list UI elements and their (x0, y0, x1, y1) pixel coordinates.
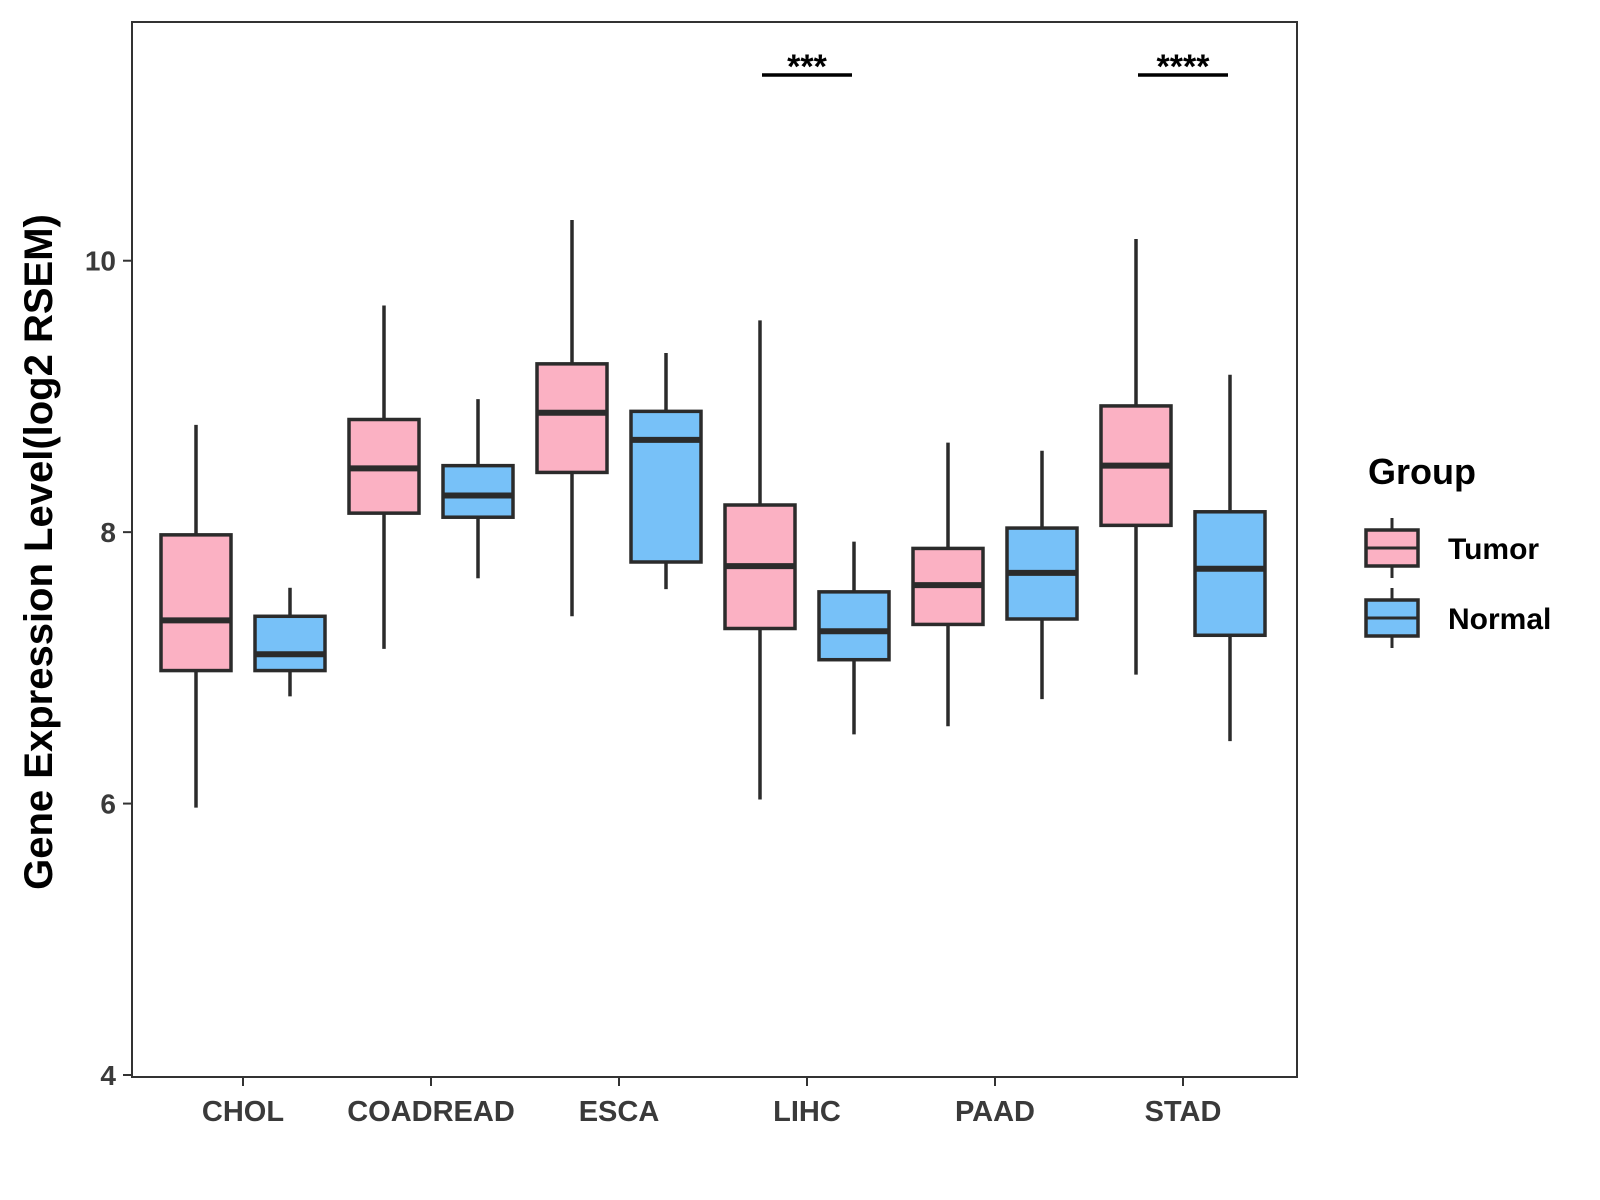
box-body (253, 614, 327, 673)
legend-item-normal: Normal (1364, 588, 1551, 648)
box-body (629, 409, 703, 564)
x-tick-label: COADREAD (347, 1096, 515, 1128)
box-normal-stad (1193, 374, 1267, 742)
box-normal-paad (1005, 450, 1079, 700)
y-axis-label: Gene Expression Level(log2 RSEM) (17, 214, 61, 890)
box-tumor-lihc (723, 320, 797, 800)
box-body (817, 590, 891, 662)
legend: Group Tumor Normal (1364, 451, 1551, 648)
legend-title: Group (1368, 451, 1476, 492)
plot-area: *** **** (159, 48, 1267, 808)
box-body (1193, 510, 1267, 638)
box-tumor-stad (1099, 239, 1173, 675)
y-tick-label: 4 (100, 1060, 116, 1091)
box-normal-coadread (441, 399, 515, 579)
x-tick-label: CHOL (202, 1096, 284, 1128)
box-tumor-paad (911, 442, 985, 727)
legend-label: Tumor (1448, 533, 1539, 566)
x-tick-label: ESCA (579, 1096, 660, 1128)
box-normal-chol (253, 587, 327, 697)
box-tumor-esca (535, 220, 609, 617)
plot-border (131, 21, 1298, 1078)
y-tick-label: 6 (100, 789, 116, 820)
box-body (441, 463, 515, 519)
legend-label: Normal (1448, 603, 1551, 636)
box-tumor-coadread (347, 305, 421, 649)
y-tick-label: 8 (100, 517, 116, 548)
box-body (159, 533, 233, 673)
x-tick-label: LIHC (773, 1096, 841, 1128)
significance-label: **** (1157, 48, 1211, 86)
significance-stad: **** (1138, 48, 1228, 86)
x-tick-label: STAD (1145, 1096, 1222, 1128)
axes: 4 6 8 10 CHOL COADREAD ESCA LIHC PAAD STAD (85, 21, 1298, 1128)
significance-lihc: *** (762, 48, 852, 86)
box-normal-esca (629, 353, 703, 590)
box-body (535, 362, 609, 475)
box-normal-lihc (817, 541, 891, 735)
box-tumor-chol (159, 424, 233, 808)
x-tick-label: PAAD (955, 1096, 1035, 1128)
legend-item-tumor: Tumor (1364, 518, 1539, 578)
y-tick-label: 10 (85, 246, 116, 277)
significance-label: *** (787, 48, 827, 86)
